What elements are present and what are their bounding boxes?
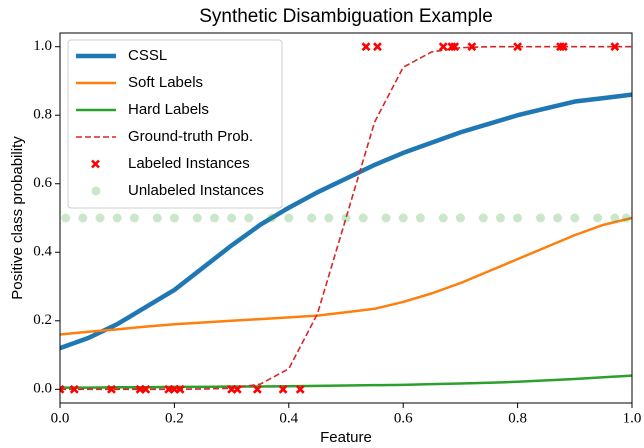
y-axis-label: Positive class probability [9,136,26,300]
labeled-point [361,42,371,52]
unlabeled-point [192,213,202,223]
legend-label: Labeled Instances [128,155,250,172]
unlabeled-point [112,213,122,223]
y-tick-label: 0.6 [33,175,52,191]
unlabeled-point [152,213,162,223]
labeled-point [373,42,382,52]
x-tick-label: 0.2 [165,410,184,426]
legend-marker [91,186,101,196]
y-tick-label: 0.4 [33,244,52,260]
x-tick-label: 0.4 [279,410,298,426]
legend-label: CSSL [128,47,167,64]
x-tick-label: 1.0 [623,410,642,426]
unlabeled-point [610,213,620,223]
unlabeled-point [621,213,631,223]
x-tick-label: 0.6 [394,410,413,426]
legend-marker [91,159,100,169]
labeled-point [467,42,477,52]
unlabeled-point [324,213,334,223]
legend-box [67,39,283,209]
labeled-point [141,384,151,394]
unlabeled-point [169,213,179,223]
series-line [60,92,632,351]
labeled-point [438,42,448,52]
unlabeled-point [78,213,88,223]
legend-label: Ground-truth Prob. [128,128,253,145]
x-axis-label: Feature [320,429,372,446]
unlabeled-point [307,213,317,223]
chart-title: Synthetic Disambiguation Example [199,6,493,27]
labeled-point [558,42,568,52]
labeled-point [175,384,185,394]
plot-area [60,42,632,394]
unlabeled-point [535,213,545,223]
unlabeled-point [209,213,219,223]
legend-label: Soft Labels [128,74,203,91]
labeled-point [278,384,288,394]
unlabeled-point [358,213,368,223]
x-tick-label: 0.8 [508,410,527,426]
plot-frame [59,32,633,404]
labeled-point [107,384,116,394]
y-tick-label: 0.2 [33,312,52,328]
labeled-point [60,384,65,394]
unlabeled-point [398,213,408,223]
legend-label: Hard Labels [128,101,209,118]
unlabeled-point [570,213,580,223]
series-line [60,45,632,391]
labeled-point [450,42,460,52]
labeled-point [295,384,305,394]
labeled-point [252,384,262,394]
series-line [60,216,632,336]
x-tick-label: 0.0 [51,410,70,426]
unlabeled-point [593,213,603,223]
labeled-point [232,384,242,394]
unlabeled-point [95,213,105,223]
unlabeled-point [244,213,254,223]
unlabeled-point [438,213,448,223]
unlabeled-point [513,213,523,223]
unlabeled-point [129,213,139,223]
legend-label: Unlabeled Instances [128,182,264,199]
unlabeled-point [415,213,425,223]
unlabeled-point [381,213,391,223]
unlabeled-point [341,213,351,223]
y-tick-label: 0.8 [33,107,52,123]
unlabeled-point [553,213,563,223]
unlabeled-point [455,213,465,223]
labeled-point [610,42,620,52]
unlabeled-point [284,213,294,223]
y-tick-label: 0.0 [33,381,52,397]
unlabeled-point [61,213,71,223]
labeled-point [513,42,523,52]
unlabeled-point [227,213,237,223]
labeled-point [69,384,79,394]
series-line [60,374,632,389]
unlabeled-point [267,213,277,223]
y-tick-label: 1.0 [33,38,52,54]
unlabeled-point [478,213,488,223]
unlabeled-point [495,213,505,223]
